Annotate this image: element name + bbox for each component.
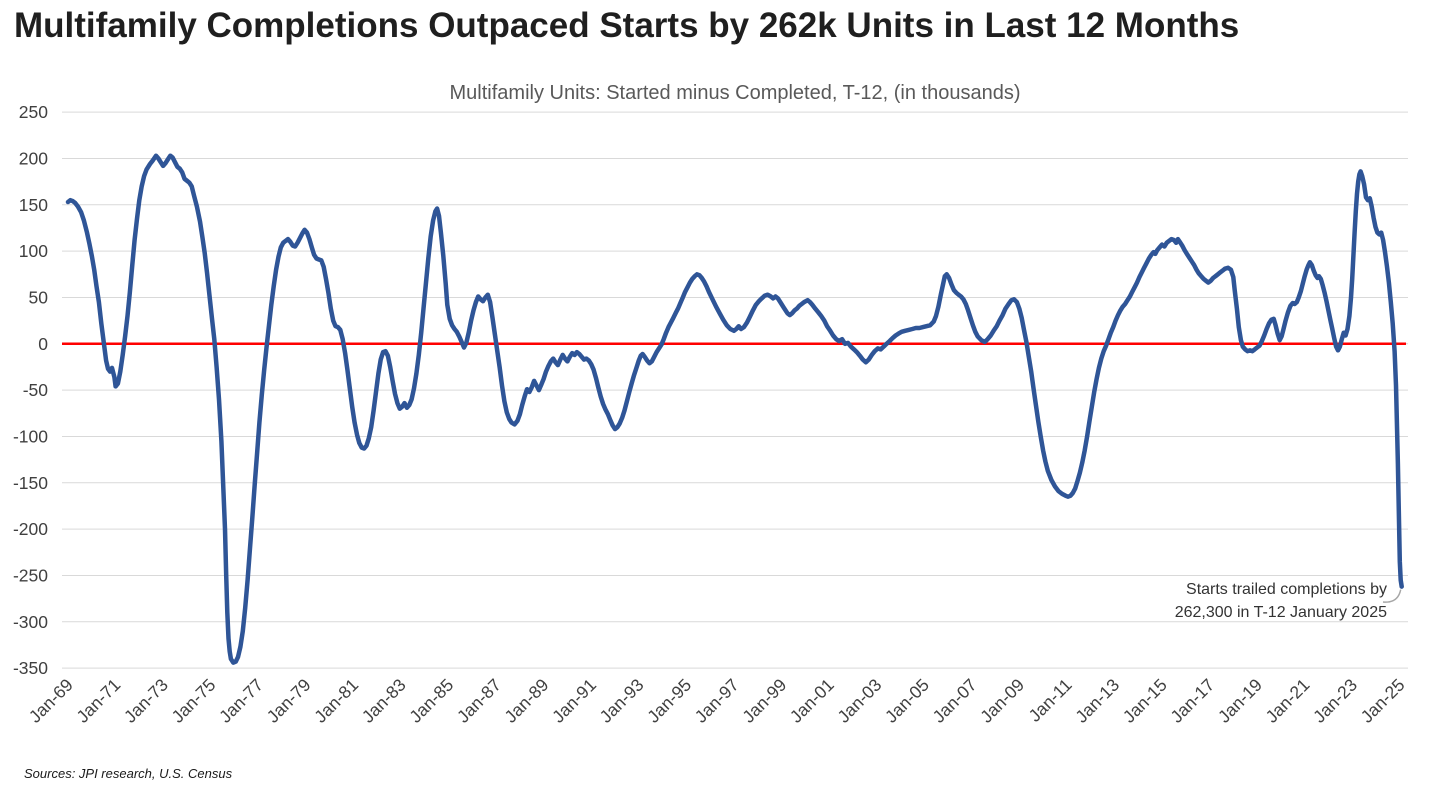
x-axis-tick-label: Jan-05	[881, 675, 933, 727]
x-axis-tick-label: Jan-93	[596, 675, 648, 727]
y-axis-tick-label: -150	[13, 473, 48, 493]
x-axis-tick-label: Jan-99	[738, 675, 790, 727]
x-axis-tick-label: Jan-15	[1119, 675, 1171, 727]
x-axis-tick-label: Jan-69	[25, 675, 77, 727]
x-axis-tick-label: Jan-75	[168, 675, 220, 727]
x-axis-tick-label: Jan-87	[453, 675, 505, 727]
chart-subtitle: Multifamily Units: Started minus Complet…	[449, 82, 1021, 104]
last-point-annotation: Starts trailed completions by 262,300 in…	[987, 578, 1387, 624]
x-axis-tick-label: Jan-85	[405, 675, 457, 727]
y-axis-tick-label: 50	[29, 287, 49, 307]
x-axis-tick-label: Jan-11	[1025, 675, 1076, 726]
x-axis-tick-label: Jan-91	[548, 675, 600, 727]
sources-note: Sources: JPI research, U.S. Census	[24, 766, 233, 781]
x-axis-tick-label: Jan-23	[1309, 675, 1361, 727]
x-axis-tick-label: Jan-25	[1357, 675, 1409, 727]
x-axis-tick-label: Jan-09	[976, 675, 1028, 727]
x-axis-tick-label: Jan-97	[691, 675, 743, 727]
x-axis-tick-label: Jan-21	[1262, 675, 1314, 727]
x-axis-tick-label: Jan-13	[1071, 675, 1123, 727]
y-axis-tick-label: -50	[23, 380, 49, 400]
y-axis-tick-label: 250	[19, 102, 48, 122]
y-axis-tick-label: -300	[13, 612, 48, 632]
y-axis-tick-label: -100	[13, 426, 48, 446]
x-axis-tick-label: Jan-83	[358, 675, 410, 727]
y-axis-tick-label: -250	[13, 565, 48, 585]
x-axis-tick-label: Jan-19	[1214, 675, 1266, 727]
y-axis-tick-label: -350	[13, 658, 48, 678]
annotation-connector	[1382, 589, 1402, 603]
x-axis-tick-label: Jan-17	[1166, 675, 1218, 727]
y-axis-tick-label: -200	[13, 519, 48, 539]
series-line-started-minus-completed	[65, 153, 1404, 665]
x-axis-tick-label: Jan-79	[263, 675, 315, 727]
x-axis-tick-label: Jan-89	[500, 675, 552, 727]
x-axis-tick-label: Jan-03	[833, 675, 885, 727]
x-axis-tick-label: Jan-01	[786, 675, 838, 727]
x-axis-tick-label: Jan-73	[120, 675, 172, 727]
annotation-line-2: 262,300 in T-12 January 2025	[1174, 604, 1387, 621]
chart-title: Multifamily Completions Outpaced Starts …	[14, 6, 1240, 45]
x-axis-tick-label: Jan-71	[72, 675, 124, 727]
x-axis-tick-label: Jan-77	[215, 675, 267, 727]
y-axis-tick-label: 200	[19, 148, 48, 168]
annotation-line-1: Starts trailed completions by	[1186, 581, 1387, 598]
x-axis-tick-label: Jan-81	[310, 675, 362, 727]
y-axis-tick-label: 0	[38, 334, 48, 354]
y-axis-tick-label: 100	[19, 241, 48, 261]
y-axis-tick-label: 150	[19, 195, 48, 215]
x-axis-tick-label: Jan-07	[929, 675, 981, 727]
x-axis-tick-label: Jan-95	[643, 675, 695, 727]
